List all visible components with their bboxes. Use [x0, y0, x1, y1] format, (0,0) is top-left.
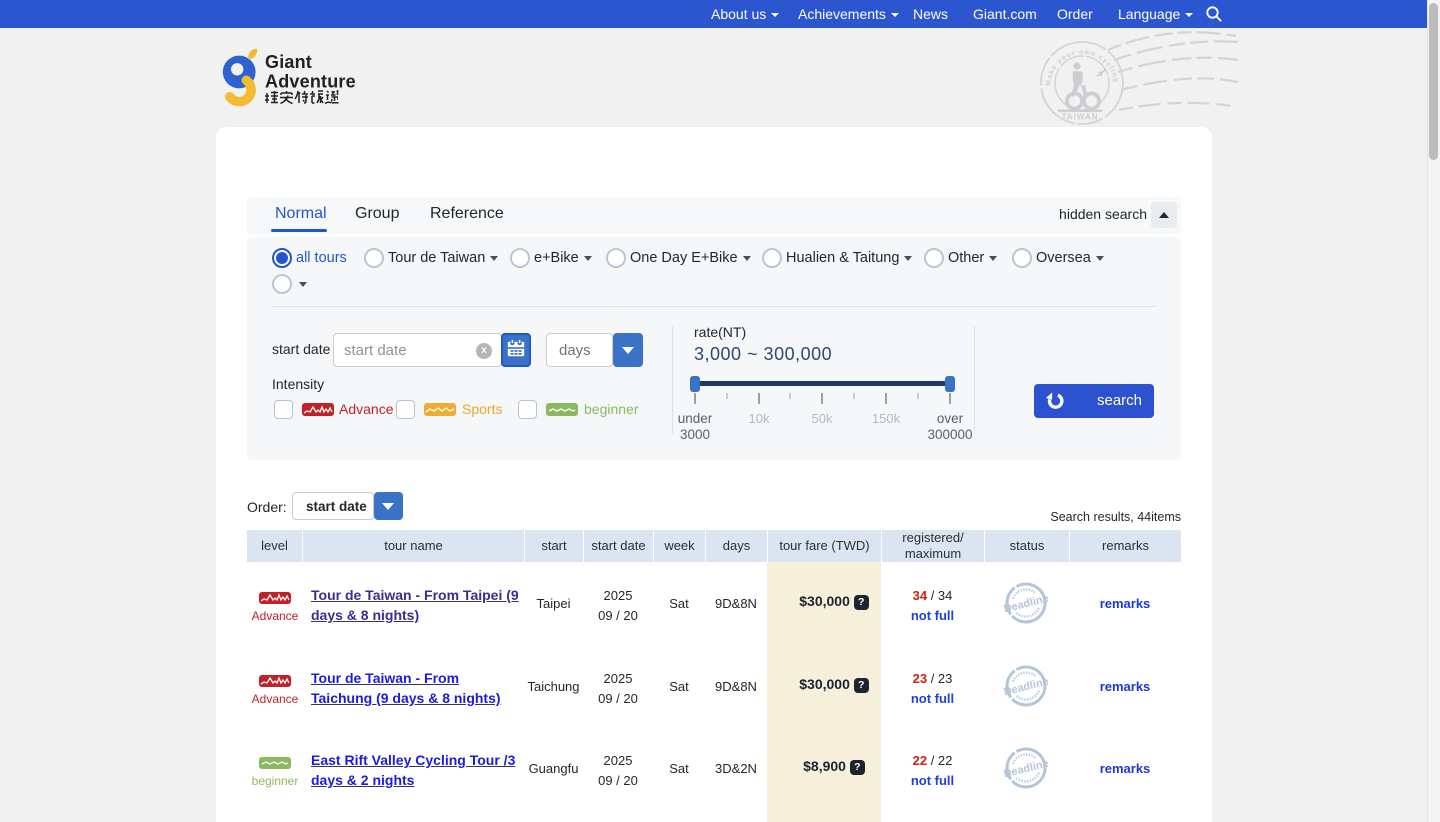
svg-text:Giant: Giant: [265, 52, 312, 72]
svg-text:TAIWAN: TAIWAN: [1062, 113, 1099, 122]
svg-text:Adventure: Adventure: [265, 72, 356, 92]
